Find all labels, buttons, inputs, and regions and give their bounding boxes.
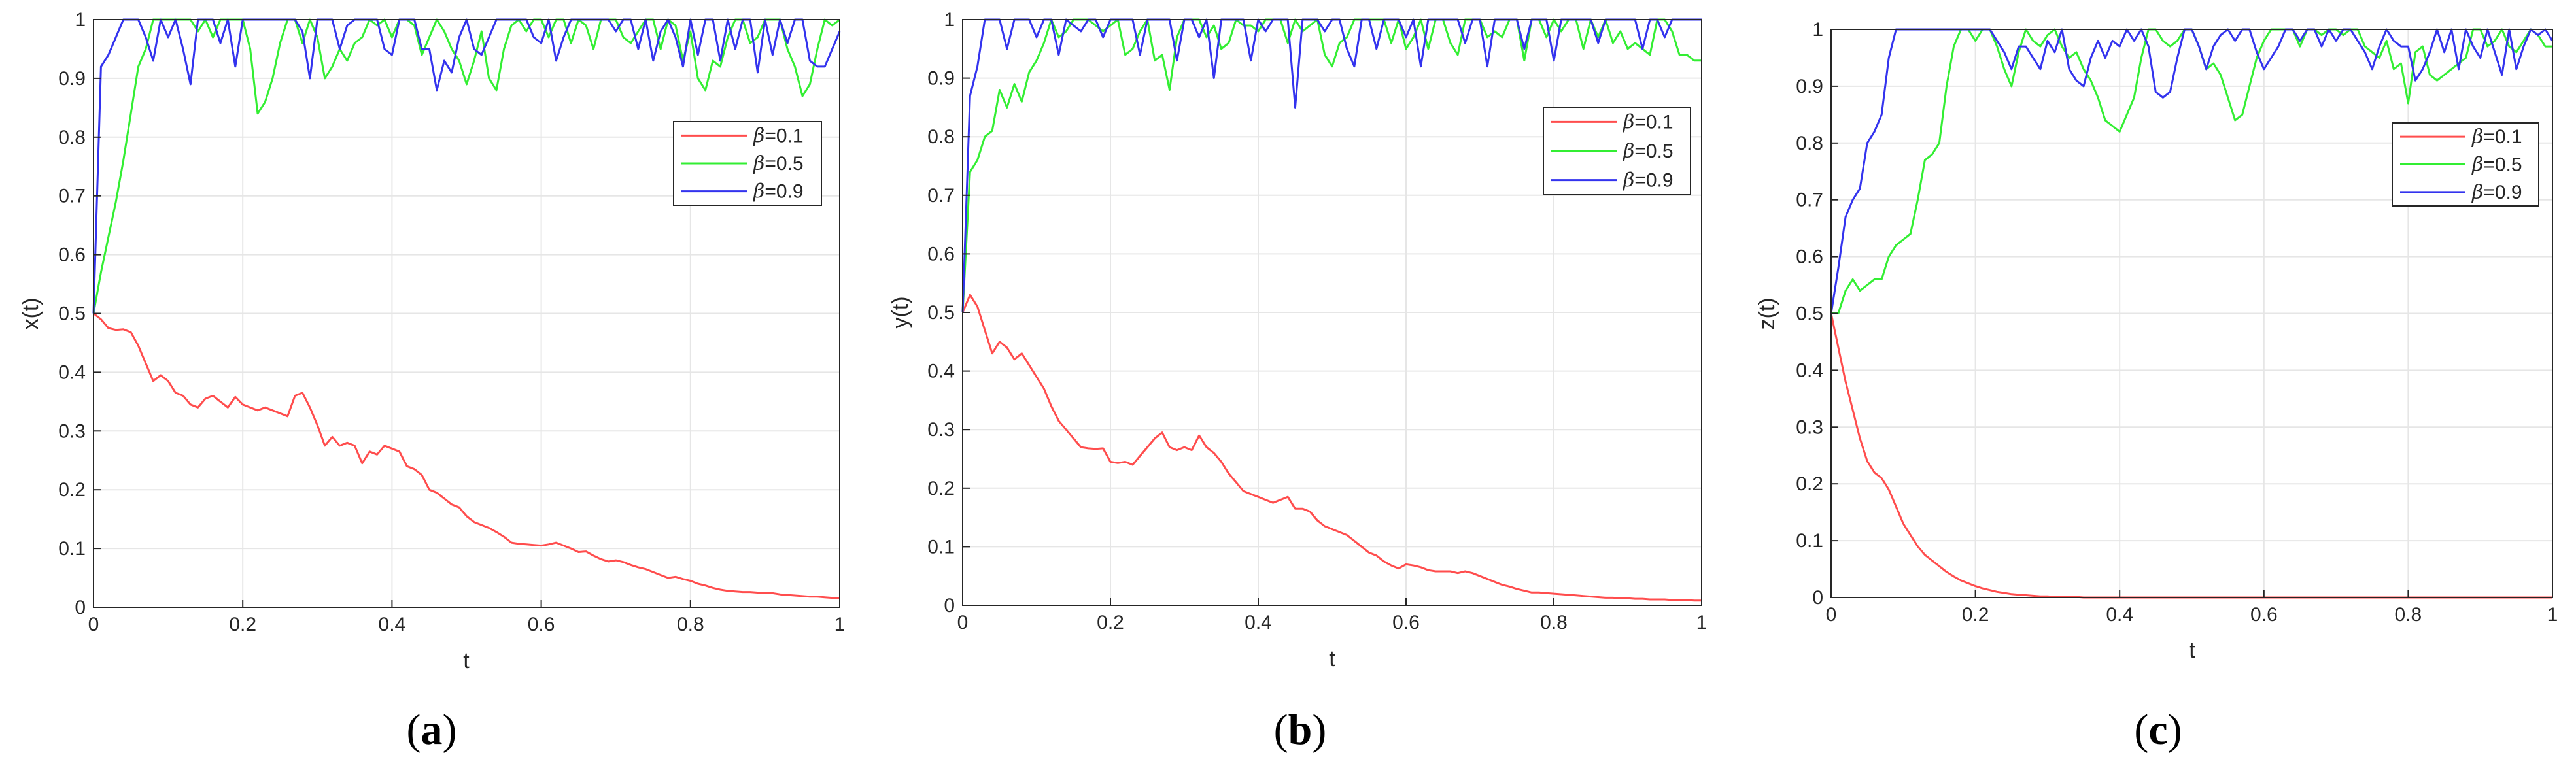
y-tick-label-c: 0.4 xyxy=(1796,360,1823,381)
legend-a: β=0.1 β=0.5 β=0.9 xyxy=(673,121,822,206)
legend-label-beta-0-1-c: β=0.1 xyxy=(2471,126,2522,148)
x-tick-label-a: 0.2 xyxy=(229,614,256,635)
legend-label-beta-0-5-c: β=0.5 xyxy=(2471,154,2522,176)
y-axis-label-c: z(t) xyxy=(1755,297,1779,329)
y-tick-label-b: 0.4 xyxy=(927,361,955,382)
ticks-a: 0 0.2 0.4 0.6 0.8 1 0 0.1 0.2 0.3 0.4 0.5 0.6 0.7 0.8 0… xyxy=(58,9,845,635)
y-tick-label-c: 0.7 xyxy=(1796,190,1823,211)
x-tick-label-a: 0.8 xyxy=(677,614,704,635)
panel-c: 0 0.2 0.4 0.6 0.8 1 0 0.1 0.2 0.3 0.4 0.5 0.6 0.7 0.8 0… xyxy=(1755,19,2558,754)
y-tick-label-c: 0 xyxy=(1812,587,1823,609)
x-tick-label-a: 0.6 xyxy=(528,614,555,635)
y-tick-label-b: 0.3 xyxy=(927,419,955,441)
y-tick-label-a: 0 xyxy=(75,597,86,618)
y-tick-label-c: 0.9 xyxy=(1796,76,1823,97)
legend-label-beta-0-9-b: β=0.9 xyxy=(1623,169,1674,192)
y-tick-label-b: 0.9 xyxy=(927,68,955,90)
x-tick-label-c: 0.8 xyxy=(2395,604,2422,626)
series-line-beta-0-5-a xyxy=(92,18,840,314)
y-tick-label-a: 0.2 xyxy=(58,479,86,501)
panel-caption-letter-b: b xyxy=(1288,706,1313,754)
ticks-b: 0 0.2 0.4 0.6 0.8 1 0 0.1 0.2 0.3 0.4 0.5 0.6 0.7 0.8 0… xyxy=(927,9,1707,633)
legend-label-beta-0-1-a: β=0.1 xyxy=(753,124,804,147)
series-line-beta-0-1-a xyxy=(93,312,840,599)
ticks-c: 0 0.2 0.4 0.6 0.8 1 0 0.1 0.2 0.3 0.4 0.5 0.6 0.7 0.8 0… xyxy=(1796,19,2558,626)
y-tick-label-c: 1 xyxy=(1812,19,1823,41)
legend-label-beta-0-9-a: β=0.9 xyxy=(753,180,804,203)
x-axis-label-b: t xyxy=(1329,646,1335,671)
series-line-beta-0-1-b xyxy=(961,294,1702,602)
y-tick-label-c: 0.6 xyxy=(1796,246,1823,268)
legend-label-beta-0-1-b: β=0.1 xyxy=(1623,110,1674,133)
panel-b: 0 0.2 0.4 0.6 0.8 1 0 0.1 0.2 0.3 0.4 0.5 0.6 0.7 0.8 0… xyxy=(888,9,1707,754)
x-tick-label-c: 1 xyxy=(2547,604,2558,626)
x-tick-label-a: 0 xyxy=(88,614,99,635)
x-axis-label-c: t xyxy=(2189,638,2195,663)
x-tick-label-c: 0.4 xyxy=(2106,604,2133,626)
panel-a: 0 0.2 0.4 0.6 0.8 1 0 0.1 0.2 0.3 0.4 0.5 0.6 0.7 0.8 0… xyxy=(18,9,845,754)
y-tick-label-a: 0.5 xyxy=(58,303,86,325)
y-tick-label-c: 0.8 xyxy=(1796,133,1823,154)
panel-caption-letter-a: a xyxy=(421,706,443,754)
y-tick-label-b: 1 xyxy=(944,9,955,31)
legend-b: β=0.1 β=0.5 β=0.9 xyxy=(1543,107,1691,195)
y-tick-label-c: 0.3 xyxy=(1796,416,1823,438)
y-tick-label-b: 0 xyxy=(944,595,955,616)
x-tick-label-b: 0 xyxy=(957,612,969,633)
y-tick-label-c: 0.1 xyxy=(1796,530,1823,552)
y-tick-label-a: 0.3 xyxy=(58,420,86,442)
y-tick-label-c: 0.5 xyxy=(1796,303,1823,325)
grid-a xyxy=(93,19,840,608)
x-tick-label-b: 0.2 xyxy=(1097,612,1124,633)
grid-c xyxy=(1830,29,2553,598)
y-tick-label-b: 0.6 xyxy=(927,243,955,265)
x-tick-label-b: 0.6 xyxy=(1392,612,1420,633)
y-tick-label-a: 0.8 xyxy=(58,127,86,148)
x-tick-label-b: 1 xyxy=(1696,612,1708,633)
x-tick-label-c: 0 xyxy=(1826,604,1837,626)
y-axis-label-a: x(t) xyxy=(18,297,43,329)
panel-caption-letter-c: c xyxy=(2148,706,2167,754)
y-tick-label-b: 0.1 xyxy=(927,536,955,558)
x-tick-label-b: 0.4 xyxy=(1245,612,1272,633)
y-tick-label-a: 0.4 xyxy=(58,361,86,383)
y-tick-label-a: 0.6 xyxy=(58,244,86,266)
panel-caption-b: (b) xyxy=(1274,706,1327,754)
legend-label-beta-0-9-c: β=0.9 xyxy=(2471,181,2522,204)
y-tick-label-a: 0.7 xyxy=(58,186,86,207)
y-tick-label-b: 0.7 xyxy=(927,185,955,207)
y-tick-label-a: 1 xyxy=(75,9,86,31)
y-tick-label-b: 0.2 xyxy=(927,478,955,499)
panel-caption-a: (a) xyxy=(407,706,457,754)
series-line-beta-0-1-c xyxy=(1830,313,2552,599)
y-tick-label-b: 0.8 xyxy=(927,126,955,148)
y-tick-label-b: 0.5 xyxy=(927,302,955,324)
y-axis-label-b: y(t) xyxy=(888,296,913,328)
x-tick-label-c: 0.6 xyxy=(2250,604,2278,626)
x-tick-label-a: 1 xyxy=(834,614,846,635)
series-group-a xyxy=(92,18,841,599)
x-tick-label-b: 0.8 xyxy=(1540,612,1568,633)
legend-c: β=0.1 β=0.5 β=0.9 xyxy=(2392,122,2539,207)
legend-label-beta-0-5-a: β=0.5 xyxy=(753,152,804,175)
panel-caption-c: (c) xyxy=(2134,706,2182,754)
legend-label-beta-0-5-b: β=0.5 xyxy=(1623,140,1674,163)
y-tick-label-a: 0.9 xyxy=(58,68,86,90)
x-tick-label-c: 0.2 xyxy=(1962,604,1989,626)
x-axis-label-a: t xyxy=(463,648,470,673)
x-tick-label-a: 0.4 xyxy=(379,614,406,635)
y-tick-label-a: 0.1 xyxy=(58,538,86,560)
y-tick-label-c: 0.2 xyxy=(1796,473,1823,495)
